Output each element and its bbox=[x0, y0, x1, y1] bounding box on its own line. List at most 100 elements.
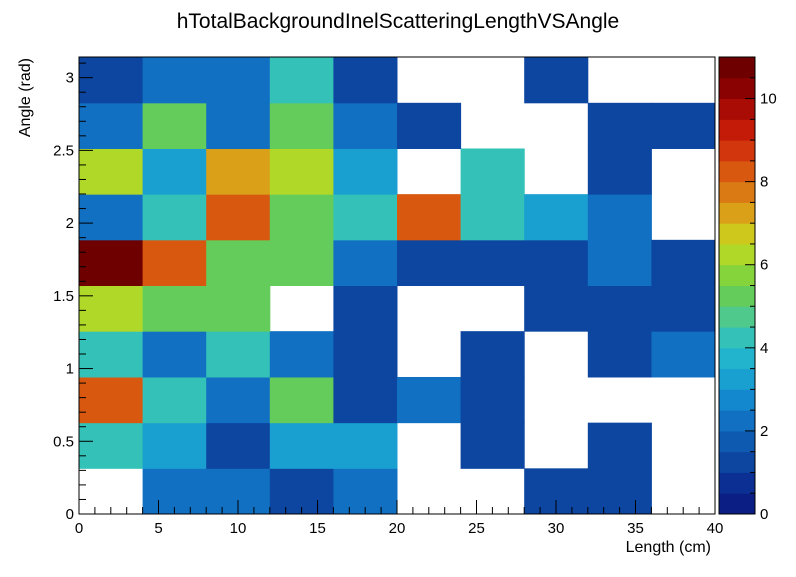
heatmap-cell bbox=[333, 422, 398, 469]
color-scale-band bbox=[719, 327, 755, 349]
heatmap-cell bbox=[79, 331, 144, 378]
heatmap-cell bbox=[142, 239, 207, 286]
heatmap-cell bbox=[333, 331, 398, 378]
heatmap-cell bbox=[460, 376, 525, 424]
color-scale-band bbox=[719, 410, 755, 432]
heatmap-cell bbox=[79, 239, 144, 286]
y-tick-label: 0.5 bbox=[53, 433, 74, 450]
color-scale-band bbox=[719, 57, 755, 79]
heatmap-cell bbox=[206, 102, 271, 149]
heatmap-cell bbox=[269, 57, 334, 104]
z-tick-label: 8 bbox=[760, 174, 768, 191]
color-scale-band bbox=[719, 389, 755, 411]
heatmap-cell bbox=[587, 148, 652, 195]
heatmap-cell bbox=[142, 331, 207, 378]
x-tick-label: 30 bbox=[548, 520, 565, 537]
heatmap-cell bbox=[269, 468, 334, 515]
color-scale-band bbox=[719, 368, 755, 390]
heatmap-cell bbox=[524, 194, 589, 241]
heatmap-cell bbox=[397, 194, 462, 241]
color-scale-band bbox=[719, 451, 755, 473]
heatmap-cell bbox=[651, 239, 716, 286]
z-tick-label: 10 bbox=[760, 91, 777, 108]
x-tick-label: 35 bbox=[627, 520, 644, 537]
heatmap-cell bbox=[206, 422, 271, 469]
heatmap-cell bbox=[651, 331, 716, 378]
heatmap-cell bbox=[333, 102, 398, 149]
color-scale-band bbox=[719, 98, 755, 120]
heatmap-cell bbox=[206, 194, 271, 241]
heatmap-cell bbox=[587, 102, 652, 149]
y-tick-label: 1.5 bbox=[53, 288, 74, 305]
x-axis-label: Length (cm) bbox=[626, 539, 711, 556]
heatmap-cell bbox=[587, 239, 652, 286]
heatmap-cell bbox=[460, 422, 525, 469]
heatmap-cell bbox=[397, 102, 462, 149]
heatmap-cell bbox=[651, 285, 716, 332]
heatmap-cell bbox=[333, 239, 398, 286]
heatmap-cell bbox=[79, 422, 144, 469]
heatmap-cell bbox=[333, 468, 398, 515]
heatmap-cell bbox=[587, 422, 652, 469]
heatmap-cell bbox=[587, 285, 652, 332]
heatmap-cell bbox=[460, 239, 525, 286]
color-scale-band bbox=[719, 493, 755, 515]
x-tick-label: 0 bbox=[75, 520, 83, 537]
heatmap-cell bbox=[206, 376, 271, 424]
color-scale-band bbox=[719, 472, 755, 494]
y-axis: 0 0.5 1 1.5 2 2.5 3 bbox=[53, 62, 93, 523]
heatmap-cell bbox=[651, 102, 716, 149]
color-scale-band bbox=[719, 430, 755, 453]
z-tick-label: 2 bbox=[760, 423, 768, 440]
color-scale-band bbox=[719, 347, 755, 370]
heatmap-cell bbox=[206, 57, 271, 104]
heatmap-cell bbox=[333, 57, 398, 104]
heatmap-cell bbox=[397, 376, 462, 424]
heatmap-cell bbox=[142, 194, 207, 241]
color-scale-band bbox=[719, 243, 755, 266]
heatmap-cell bbox=[333, 148, 398, 195]
x-tick-label: 15 bbox=[309, 520, 326, 537]
heatmap-cells bbox=[79, 57, 716, 515]
heatmap-cell bbox=[79, 148, 144, 195]
heatmap-cell bbox=[333, 376, 398, 424]
heatmap-cell bbox=[206, 239, 271, 286]
x-tick-label: 10 bbox=[230, 520, 247, 537]
heatmap-cell bbox=[269, 239, 334, 286]
y-axis-label: Angle (rad) bbox=[17, 58, 34, 137]
heatmap-cell bbox=[397, 239, 462, 286]
chart-title: hTotalBackgroundInelScatteringLengthVSAn… bbox=[177, 10, 619, 33]
heatmap-cell bbox=[142, 148, 207, 195]
heatmap-cell bbox=[587, 194, 652, 241]
y-tick-label: 0 bbox=[66, 506, 74, 523]
color-scale: 0 2 4 6 8 10 bbox=[718, 56, 777, 523]
heatmap-cell bbox=[79, 102, 144, 149]
color-scale-band bbox=[719, 160, 755, 183]
heatmap-cell bbox=[460, 331, 525, 378]
y-tick-label: 2 bbox=[66, 215, 74, 232]
heatmap-cell bbox=[142, 102, 207, 149]
heatmap-cell bbox=[79, 376, 144, 424]
heatmap-cell bbox=[142, 285, 207, 332]
heatmap-cell bbox=[79, 285, 144, 332]
heatmap-cell bbox=[206, 331, 271, 378]
heatmap-cell bbox=[269, 376, 334, 424]
heatmap-cell bbox=[524, 285, 589, 332]
heatmap-cell bbox=[269, 194, 334, 241]
color-scale-band bbox=[719, 119, 755, 141]
x-tick-label: 20 bbox=[389, 520, 406, 537]
y-tick-label: 1 bbox=[66, 361, 74, 378]
x-tick-label: 40 bbox=[707, 520, 724, 537]
heatmap-cell bbox=[269, 422, 334, 469]
heatmap-cell bbox=[142, 376, 207, 424]
heatmap-cell bbox=[524, 57, 589, 104]
color-scale-band bbox=[719, 77, 755, 100]
color-scale-band bbox=[719, 264, 755, 286]
heatmap-cell bbox=[460, 148, 525, 195]
color-scale-band bbox=[719, 202, 755, 224]
heatmap-cell bbox=[269, 102, 334, 149]
heatmap-cell bbox=[460, 194, 525, 241]
heatmap-cell bbox=[333, 194, 398, 241]
heatmap-cell bbox=[79, 57, 144, 104]
